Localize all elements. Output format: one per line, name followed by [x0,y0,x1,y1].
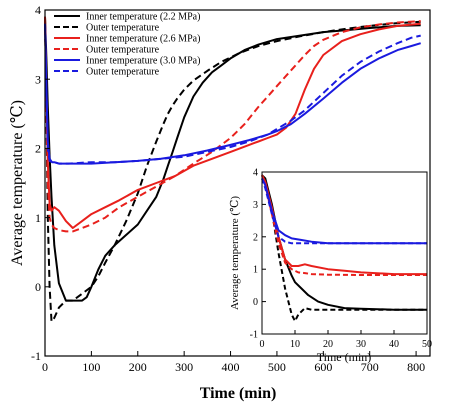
legend-entry: Outer temperature [86,45,160,56]
inset-series-line-5 [261,178,427,245]
main-series-lines [44,16,421,323]
main-y-axis-label: Average temperature (℃) [9,100,26,266]
main-x-tick-label: 300 [175,360,193,374]
inset-x-tick-label: 40 [389,339,399,350]
main-x-tick-label: 700 [361,360,379,374]
inset-y-tick-label: 0 [253,297,258,308]
legend-entry: Outer temperature [86,67,160,78]
inset-x-axis-label: Time (min) [317,350,372,364]
legend: Inner temperature (2.2 MPa)Outer tempera… [54,12,200,78]
inset-x-tick-label: 0 [260,339,265,350]
main-x-tick-label: 200 [129,360,147,374]
main-x-tick-label: 400 [222,360,240,374]
inset-y-tick-label: 1 [253,265,258,276]
inset-y-axis-label: Average temperature (℃) [229,196,241,310]
main-series-line-1 [44,16,421,302]
main-x-tick-label: 0 [42,360,48,374]
legend-entry: Inner temperature (2.2 MPa) [86,12,200,23]
main-x-tick-label: 100 [82,360,100,374]
main-series-line-3 [44,16,421,229]
legend-entry: Outer temperature [86,23,160,34]
main-x-tick-label: 600 [314,360,332,374]
inset-y-tick-label: 4 [253,168,258,179]
main-y-tick-label: 4 [35,3,41,17]
main-y-tick-label: 0 [35,280,41,294]
legend-entry: Inner temperature (2.6 MPa) [86,34,200,45]
legend-entry: Inner temperature (3.0 MPa) [86,56,200,67]
main-y-tick-label: 3 [35,72,41,86]
inset-series-lines [261,174,427,322]
main-x-axis-label: Time (min) [200,385,277,402]
inset-x-tick-label: 50 [422,339,432,350]
inset-x-tick-label: 20 [323,339,333,350]
inset-y-tick-label: 2 [253,232,258,243]
inset-x-tick-label: 10 [290,339,300,350]
inset-y-tick-label: 3 [253,200,258,211]
main-y-tick-label: 2 [35,142,41,156]
inset-x-tick-label: 30 [356,339,366,350]
inset-plot-frame [261,171,428,335]
main-x-tick-label: 800 [407,360,425,374]
main-plot-frame [44,9,431,357]
inset-series-line-6 [261,178,427,245]
inset-background [262,172,427,334]
main-y-tick-label: 1 [35,211,41,225]
main-series-line-4 [44,16,421,233]
main-series-line-5 [44,23,421,165]
inset-y-tick-label: -1 [250,330,258,341]
main-x-tick-label: 500 [268,360,286,374]
main-series-line-2 [44,16,421,323]
main-y-tick-label: -1 [31,349,41,363]
